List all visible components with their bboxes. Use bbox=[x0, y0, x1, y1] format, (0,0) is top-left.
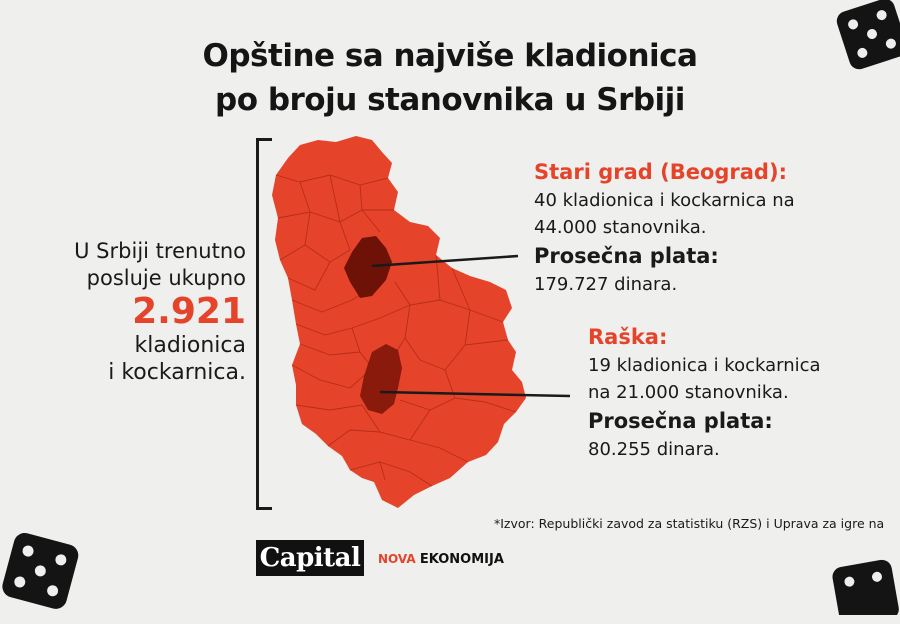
raska-line-2: na 21.000 stanovnika. bbox=[588, 382, 789, 403]
stari-grad-salary-label: Prosečna plata: bbox=[534, 244, 719, 268]
total-line-4: i kockarnica. bbox=[108, 360, 246, 385]
nova-logo-text: NOVA bbox=[378, 552, 416, 566]
raska-line-1: 19 kladionica i kockarnica bbox=[588, 355, 821, 376]
capital-logo: Capital bbox=[256, 540, 364, 576]
raska-region bbox=[360, 344, 402, 414]
stari-grad-line-1: 40 kladionica i kockarnica na bbox=[534, 190, 795, 211]
stari-grad-leader-line bbox=[371, 254, 519, 268]
source-note: *Izvor: Republički zavod za statistiku (… bbox=[494, 516, 885, 531]
dice-bottom-left-icon bbox=[2, 532, 79, 609]
total-line-3: kladionica bbox=[134, 333, 246, 358]
left-bracket bbox=[256, 138, 272, 510]
stari-grad-salary-value: 179.727 dinara. bbox=[534, 274, 678, 295]
raska-heading: Raška: bbox=[588, 325, 668, 349]
callout-raska: Raška: 19 kladionica i kockarnica na 21.… bbox=[588, 322, 821, 463]
title-line-1: Opštine sa najviše kladionica bbox=[202, 38, 698, 74]
total-number: 2.921 bbox=[132, 291, 246, 332]
stari-grad-line-2: 44.000 stanovnika. bbox=[534, 217, 707, 238]
serbia-outline bbox=[272, 136, 526, 508]
nova-ekonomija-logo: NOVA EKONOMIJA bbox=[378, 552, 504, 567]
raska-leader-line bbox=[379, 390, 571, 398]
raska-salary-value: 80.255 dinara. bbox=[588, 439, 720, 460]
total-line-2: posluje ukupno bbox=[86, 266, 246, 290]
page-title: Opštine sa najviše kladionica po broju s… bbox=[0, 34, 900, 122]
serbia-map bbox=[272, 136, 571, 508]
ekonomija-logo-text: EKONOMIJA bbox=[419, 552, 504, 567]
raska-salary-label: Prosečna plata: bbox=[588, 409, 773, 433]
callout-stari-grad: Stari grad (Beograd): 40 kladionica i ko… bbox=[534, 157, 795, 298]
total-line-1: U Srbiji trenutno bbox=[74, 239, 246, 263]
title-line-2: po broju stanovnika u Srbiji bbox=[215, 82, 685, 118]
stari-grad-heading: Stari grad (Beograd): bbox=[534, 160, 787, 184]
total-count-block: U Srbiji trenutno posluje ukupno 2.921 k… bbox=[0, 238, 246, 386]
dice-top-right-icon bbox=[836, 0, 900, 70]
stari-grad-region bbox=[344, 236, 392, 298]
